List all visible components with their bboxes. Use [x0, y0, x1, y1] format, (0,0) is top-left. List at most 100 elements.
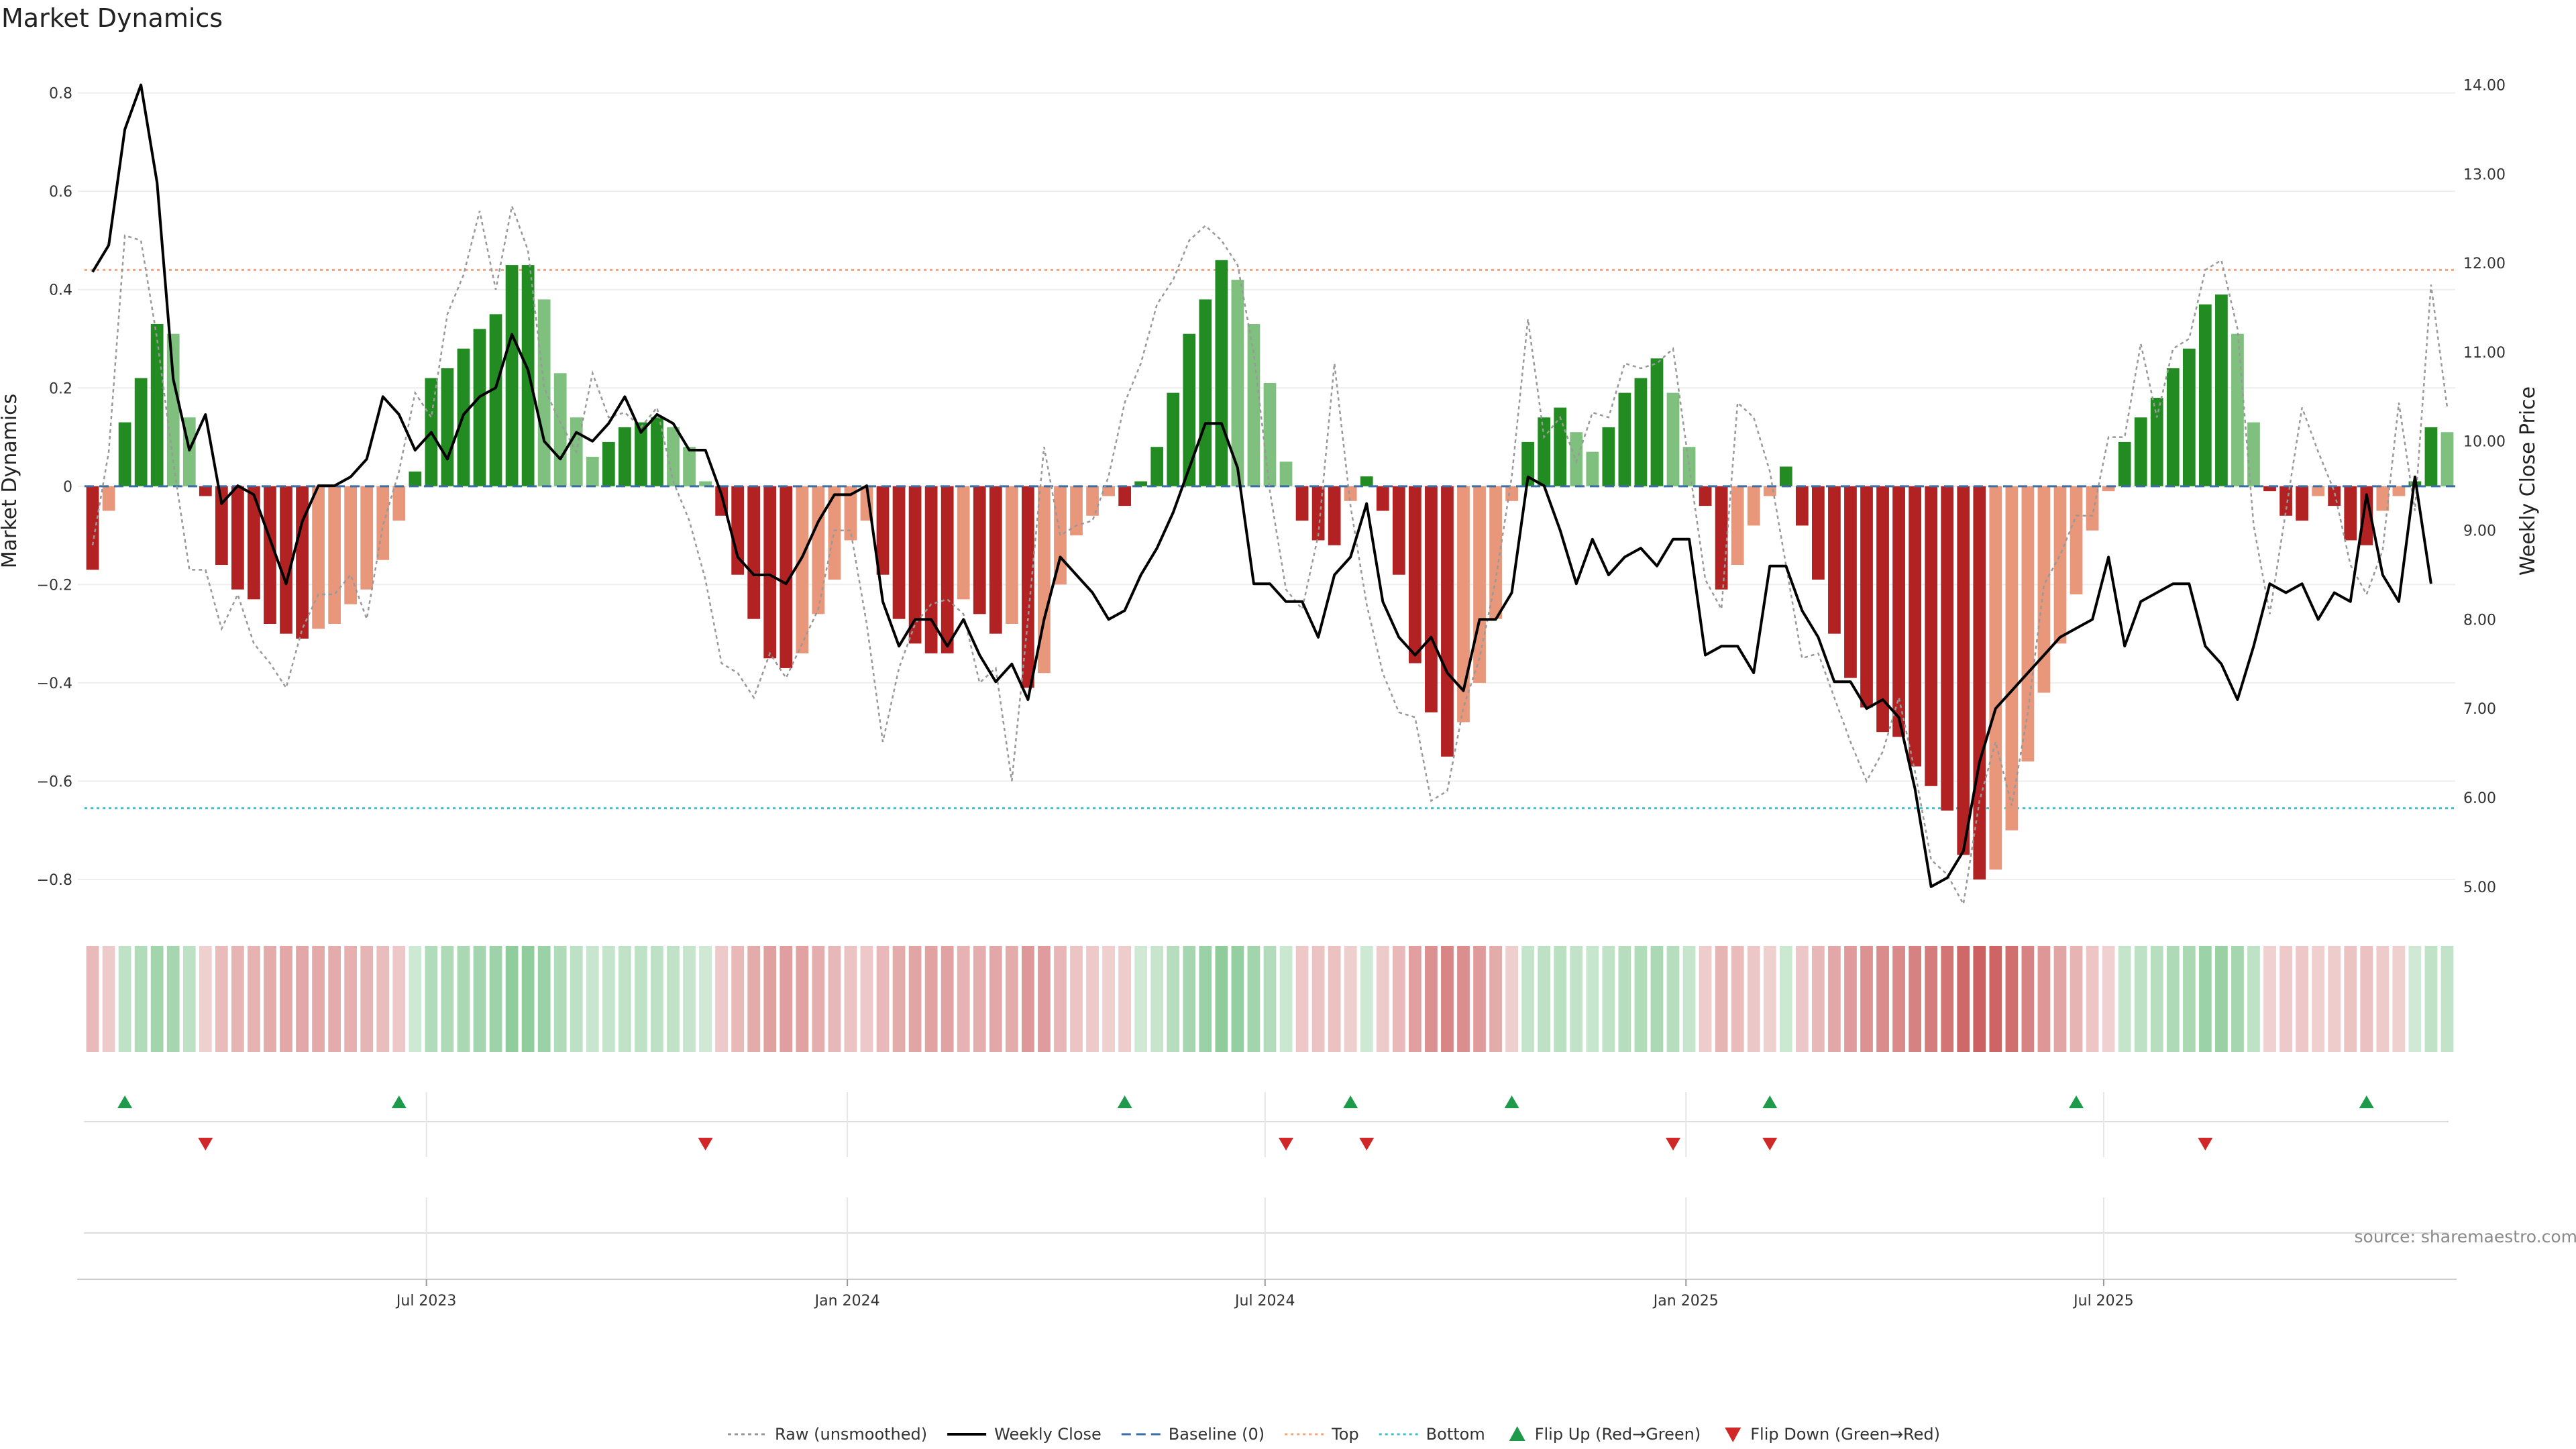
- legend-label: Top: [1331, 1425, 1359, 1444]
- heatmap-cell: [1650, 946, 1664, 1052]
- heatmap-cell: [2328, 946, 2341, 1052]
- heatmap-cell: [780, 946, 793, 1052]
- heatmap-cell: [1795, 946, 1809, 1052]
- threshold-lines: [85, 268, 2455, 810]
- heatmap-cell: [1167, 946, 1180, 1052]
- heatmap-cell: [473, 946, 486, 1052]
- bar: [667, 427, 680, 486]
- bar: [2118, 441, 2131, 486]
- heatmap-cell: [618, 946, 631, 1052]
- bar: [1586, 451, 1599, 486]
- heatmap-cell: [635, 946, 647, 1052]
- heatmap-cell: [1973, 946, 1986, 1052]
- heatmap-cell: [570, 946, 583, 1052]
- bar: [2021, 486, 2035, 762]
- bar: [1715, 486, 1728, 590]
- heatmap-cell: [360, 946, 374, 1052]
- x-axis: Jul 2023 Jan 2024 Jul 2024 Jan 2025 Jul 2025: [395, 1279, 2134, 1309]
- left-y-axis: 0.8 0.6 0.4 0.2 0 −0.2 −0.4 −0.6 −0.8: [37, 86, 72, 889]
- flip-up-marker: [391, 1095, 407, 1108]
- flip-up-marker: [2359, 1095, 2374, 1108]
- flip-down-marker: [198, 1138, 213, 1150]
- bar: [1634, 378, 1648, 486]
- bar: [231, 486, 244, 590]
- y2-tick-label: 9.00: [2463, 523, 2496, 540]
- bar: [2086, 486, 2099, 531]
- bar: [2005, 486, 2019, 830]
- bar: [1763, 486, 1776, 496]
- heatmap-cell: [1263, 946, 1277, 1052]
- bar: [2392, 486, 2406, 496]
- flip-up-marker: [1762, 1095, 1778, 1108]
- heatmap-cell: [1086, 946, 1099, 1052]
- heatmap-cell: [1763, 946, 1776, 1052]
- legend-label: Flip Up (Red→Green): [1535, 1425, 1701, 1444]
- heatmap-cell: [1892, 946, 1905, 1052]
- heatmap-cell: [1247, 946, 1260, 1052]
- bar: [2053, 486, 2067, 644]
- legend-label: Raw (unsmoothed): [775, 1425, 927, 1444]
- heatmap-cell: [1586, 946, 1599, 1052]
- bar: [1957, 486, 1970, 855]
- bar: [134, 378, 148, 486]
- bar: [2166, 368, 2180, 486]
- bar: [844, 486, 857, 541]
- bar: [876, 486, 890, 575]
- heatmap-cell: [537, 946, 551, 1052]
- bar: [2328, 486, 2341, 506]
- bar: [586, 456, 599, 486]
- bar: [683, 447, 696, 486]
- heatmap-cell: [1828, 946, 1841, 1052]
- bar: [553, 373, 567, 486]
- heatmap-cell: [409, 946, 422, 1052]
- bar: [1183, 333, 1196, 486]
- y-tick-label: −0.2: [37, 577, 72, 594]
- y2-tick-label: 6.00: [2463, 790, 2496, 807]
- y2-tick-label: 13.00: [2463, 166, 2506, 183]
- heatmap-cell: [1231, 946, 1244, 1052]
- bar: [1295, 486, 1309, 521]
- heatmap-cell: [441, 946, 454, 1052]
- heatmap-cell: [2312, 946, 2325, 1052]
- heatmap-cell: [1328, 946, 1341, 1052]
- bar: [957, 486, 970, 600]
- bar: [1699, 486, 1712, 506]
- legend-label: Baseline (0): [1169, 1425, 1265, 1444]
- y-tick-label: −0.6: [37, 773, 72, 790]
- y-tick-label: 0.6: [49, 184, 72, 201]
- heatmap-cell: [392, 946, 406, 1052]
- bar: [1038, 486, 1051, 674]
- bar: [2360, 486, 2373, 545]
- heatmap-cell: [2408, 946, 2422, 1052]
- flip-down-marker: [1359, 1138, 1375, 1150]
- bar: [1102, 486, 1115, 496]
- heatmap-cell: [2086, 946, 2099, 1052]
- heatmap-cell: [2215, 946, 2228, 1052]
- bar: [1892, 486, 1905, 737]
- heatmap-cell: [1070, 946, 1083, 1052]
- heatmap-cell: [1634, 946, 1648, 1052]
- bar: [892, 486, 906, 619]
- heatmap-cell: [2150, 946, 2163, 1052]
- heatmap-cell: [2118, 946, 2131, 1052]
- bar: [296, 486, 309, 639]
- heatmap-cell: [118, 946, 131, 1052]
- bar: [102, 486, 115, 511]
- legend: Raw (unsmoothed) Weekly Close Baseline (0)…: [728, 1425, 1940, 1444]
- heatmap-cell: [2102, 946, 2115, 1052]
- heatmap-cell: [505, 946, 519, 1052]
- heatmap-cell: [231, 946, 244, 1052]
- bar: [699, 481, 712, 486]
- heatmap-cell: [1699, 946, 1712, 1052]
- heatmap-cell: [2053, 946, 2067, 1052]
- heatmap-cell: [1005, 946, 1018, 1052]
- heatmap-cell: [1521, 946, 1535, 1052]
- bar: [1844, 486, 1857, 678]
- heatmap-cell: [1538, 946, 1551, 1052]
- heatmap-cell: [1715, 946, 1728, 1052]
- heatmap-cell: [199, 946, 212, 1052]
- heatmap-cell: [553, 946, 567, 1052]
- bar: [1828, 486, 1841, 634]
- heatmap-cell: [2424, 946, 2438, 1052]
- bar: [2344, 486, 2357, 541]
